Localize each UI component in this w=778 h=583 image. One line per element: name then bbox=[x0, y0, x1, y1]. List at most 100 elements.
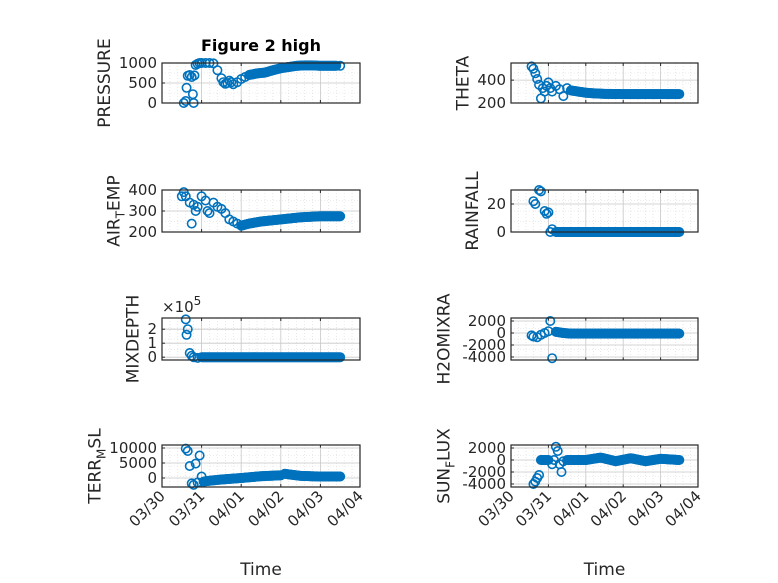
y-tick-label: 500 bbox=[128, 74, 157, 92]
y-tick-label: 400 bbox=[477, 71, 506, 89]
data-point bbox=[182, 445, 193, 456]
data-point bbox=[212, 65, 223, 76]
data-point bbox=[181, 82, 192, 93]
x-tick-label: 03/31 bbox=[165, 487, 208, 530]
data-point bbox=[222, 78, 233, 89]
y-axis-label: MIXDEPTH bbox=[124, 295, 144, 384]
data-point bbox=[186, 218, 197, 229]
data-point bbox=[547, 353, 558, 364]
data-point bbox=[180, 443, 191, 454]
x-tick-label: 03/31 bbox=[512, 487, 555, 530]
axes-frame bbox=[161, 189, 361, 233]
data-point bbox=[194, 450, 205, 461]
y-tick-label: 200 bbox=[128, 223, 157, 241]
x-tick-label: 04/01 bbox=[205, 487, 248, 530]
y-tick-label: 1000 bbox=[119, 54, 157, 72]
y-tick-label: -4000 bbox=[462, 348, 506, 366]
x-tick-label: 03/30 bbox=[126, 487, 169, 530]
data-point bbox=[335, 211, 346, 222]
y-tick-label: 400 bbox=[128, 181, 157, 199]
chart-title: Figure 2 high bbox=[201, 36, 321, 55]
y-axis-label: H2OMIXRA bbox=[435, 293, 455, 384]
y-tick-label: 20 bbox=[487, 195, 506, 213]
data-point bbox=[180, 314, 191, 325]
data-point bbox=[526, 330, 537, 341]
subplot-bottom-left: 0500010000TERRMSL03/3003/3104/0104/0204/… bbox=[86, 428, 367, 580]
data-point bbox=[335, 352, 346, 363]
y-tick-label: -2000 bbox=[462, 336, 506, 354]
data-point bbox=[184, 70, 195, 81]
data-point bbox=[556, 466, 567, 477]
subplot-bottom-right: -4000-200002000SUNFLUX03/3003/3104/0104/… bbox=[435, 428, 705, 580]
axes-frame bbox=[510, 317, 699, 361]
y-tick-label: 300 bbox=[128, 202, 157, 220]
y-axis-label: THETA bbox=[454, 55, 474, 111]
data-point bbox=[558, 91, 569, 102]
data-point bbox=[182, 324, 193, 335]
x-tick-label: 04/04 bbox=[324, 487, 367, 530]
data-point bbox=[528, 63, 539, 74]
y-tick-label: 2 bbox=[147, 320, 157, 338]
data-point bbox=[190, 458, 201, 469]
axes-frame bbox=[510, 189, 699, 233]
data-point bbox=[552, 445, 563, 456]
axes-frame bbox=[161, 444, 361, 488]
x-tick-label: 03/30 bbox=[475, 487, 518, 530]
data-point bbox=[226, 77, 237, 88]
data-point bbox=[674, 328, 685, 339]
y-tick-label: -4000 bbox=[462, 475, 506, 493]
y-tick-label: 10000 bbox=[109, 439, 157, 457]
y-axis-label: SUNFLUX bbox=[435, 428, 458, 504]
data-point bbox=[181, 329, 192, 340]
y-exponent-label: ×105 bbox=[162, 294, 201, 316]
y-axis-label: PRESSURE bbox=[95, 38, 115, 127]
axes-frame bbox=[510, 444, 699, 488]
axes-frame bbox=[161, 62, 361, 104]
y-tick-label: 0 bbox=[147, 348, 157, 366]
y-tick-label: 0 bbox=[147, 469, 157, 487]
data-point bbox=[674, 454, 685, 465]
y-tick-label: 0 bbox=[496, 324, 506, 342]
x-tick-label: 04/04 bbox=[662, 487, 705, 530]
axes-frame bbox=[510, 62, 699, 104]
data-point bbox=[545, 315, 556, 326]
y-tick-label: 1 bbox=[147, 334, 157, 352]
y-tick-label: 5000 bbox=[119, 454, 157, 472]
y-tick-label: -2000 bbox=[462, 463, 506, 481]
axes-frame bbox=[161, 317, 361, 361]
data-point bbox=[535, 186, 546, 197]
data-point bbox=[534, 469, 545, 480]
x-tick-label: 04/02 bbox=[587, 487, 630, 530]
y-axis-label: RAINFALL bbox=[463, 171, 483, 251]
data-point bbox=[335, 471, 346, 482]
x-tick-label: 04/01 bbox=[549, 487, 592, 530]
data-point bbox=[335, 60, 346, 71]
data-point bbox=[543, 207, 554, 218]
x-tick-label: 04/02 bbox=[244, 487, 287, 530]
x-axis-label: Time bbox=[239, 560, 282, 580]
y-axis-label: AIRTEMP bbox=[105, 175, 128, 246]
y-tick-label: 0 bbox=[147, 94, 157, 112]
x-tick-label: 04/03 bbox=[624, 487, 667, 530]
y-axis-label: TERRMSL bbox=[86, 428, 109, 505]
y-tick-label: 2000 bbox=[468, 439, 506, 457]
x-tick-label: 04/03 bbox=[284, 487, 327, 530]
data-point bbox=[192, 201, 203, 212]
data-point bbox=[189, 70, 200, 81]
data-point bbox=[530, 68, 541, 79]
data-point bbox=[541, 208, 552, 219]
data-point bbox=[530, 199, 541, 210]
data-point bbox=[331, 60, 342, 71]
data-point bbox=[202, 206, 213, 217]
x-axis-label: Time bbox=[583, 560, 626, 580]
y-tick-label: 2000 bbox=[468, 312, 506, 330]
data-point bbox=[674, 89, 685, 100]
y-tick-label: 0 bbox=[496, 451, 506, 469]
